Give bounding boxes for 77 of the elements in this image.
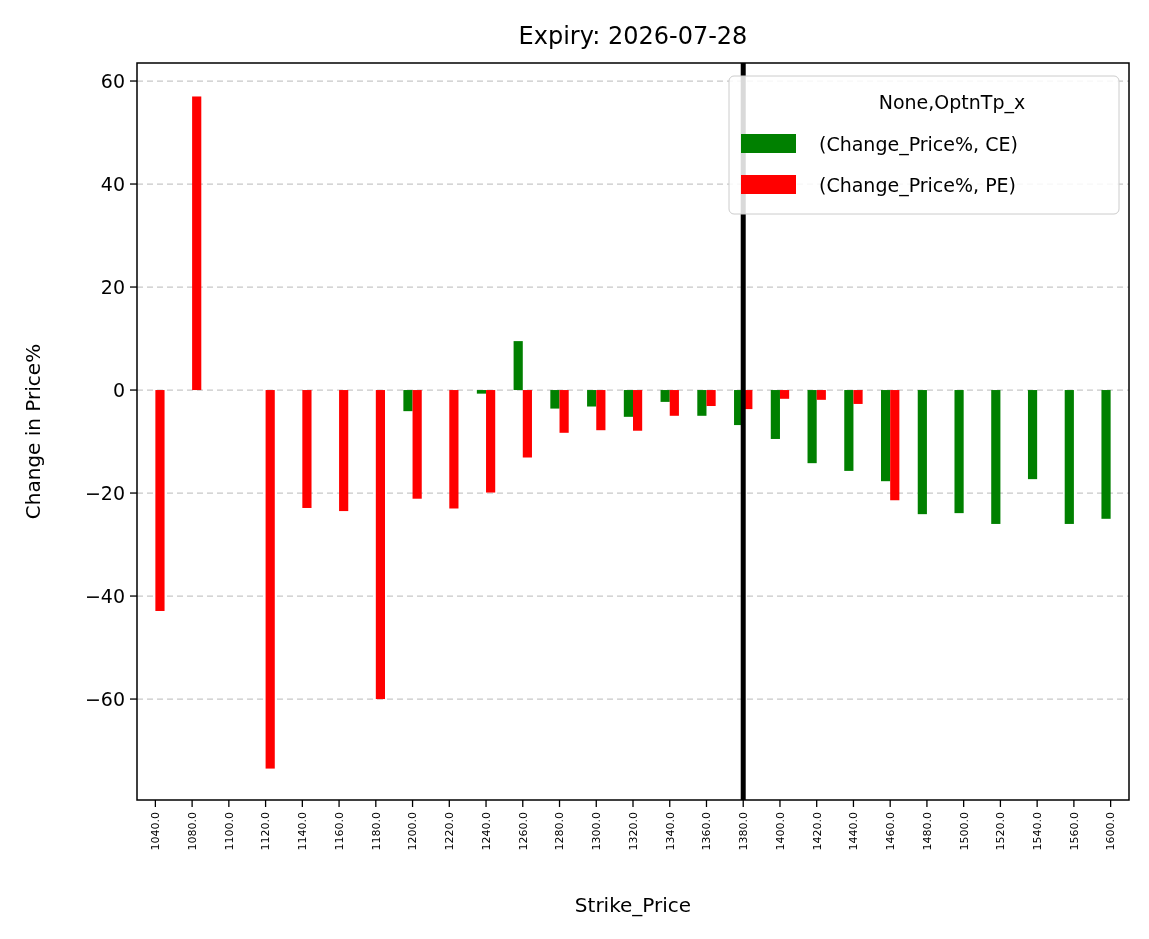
x-tick-label: 1140.0: [296, 812, 310, 851]
x-tick-label: 1220.0: [443, 812, 457, 851]
bar: [853, 390, 863, 404]
x-tick-label: 1520.0: [994, 812, 1008, 851]
bar: [660, 390, 670, 402]
bar: [522, 390, 532, 458]
bar: [302, 390, 312, 508]
bar: [706, 390, 716, 407]
x-tick-label: 1240.0: [479, 812, 493, 851]
x-tick-label: 1180.0: [369, 812, 383, 851]
bar: [770, 390, 780, 439]
y-tick-label: 20: [100, 275, 125, 298]
bar: [844, 390, 854, 471]
bar: [476, 390, 487, 394]
bar: [807, 390, 817, 464]
x-tick-label: 1420.0: [810, 812, 824, 851]
y-tick-label: 60: [100, 69, 125, 92]
legend-label: (Change_Price%, CE): [819, 132, 1018, 156]
y-tick-label: −40: [84, 584, 125, 607]
y-axis-title: Change in Price%: [21, 343, 45, 520]
x-axis-title: Strike_Price: [574, 893, 692, 917]
x-tick-label: 1200.0: [406, 812, 420, 851]
x-tick-label: 1480.0: [920, 812, 934, 851]
bar: [265, 390, 275, 769]
x-tick-label: 1260.0: [516, 812, 530, 851]
x-tick-label: 1360.0: [700, 812, 714, 851]
y-tick-label: −20: [84, 481, 125, 504]
bar: [623, 390, 633, 417]
x-tick-label: 1080.0: [185, 812, 199, 851]
bar: [1101, 390, 1111, 519]
x-tick-label: 1440.0: [847, 812, 861, 851]
bar: [559, 390, 569, 433]
bar: [954, 390, 964, 514]
bar: [917, 390, 927, 515]
bar: [1027, 390, 1038, 480]
x-tick-label: 1600.0: [1104, 812, 1118, 851]
x-tick-label: 1540.0: [1031, 812, 1044, 851]
bar: [192, 96, 202, 391]
bar: [633, 390, 643, 431]
x-tick-label: 1380.0: [737, 812, 751, 851]
bar: [339, 390, 349, 512]
bar: [881, 390, 891, 482]
x-tick-label: 1280.0: [553, 812, 567, 851]
bar: [697, 390, 707, 416]
bar: [991, 390, 1001, 524]
x-tick-label: 1560.0: [1067, 812, 1081, 851]
bar: [412, 390, 422, 499]
x-tick-label: 1300.0: [590, 812, 604, 851]
bar: [155, 390, 165, 611]
bar: [816, 390, 826, 400]
bar: [1064, 390, 1074, 524]
x-tick-label: 1120.0: [259, 812, 273, 851]
x-tick-label: 1340.0: [663, 812, 677, 851]
x-tick-label: 1500.0: [957, 812, 971, 851]
bar: [550, 390, 560, 409]
x-tick-label: 1040.0: [149, 812, 163, 851]
bar: [587, 390, 597, 407]
x-tick-label: 1100.0: [222, 812, 236, 851]
x-tick-label: 1160.0: [332, 812, 346, 851]
bar: [449, 390, 459, 509]
legend-label: (Change_Price%, PE): [819, 173, 1017, 197]
x-tick-label: 1320.0: [626, 812, 640, 851]
legend-title: None,OptnTp_x: [878, 91, 1026, 114]
bar: [513, 341, 523, 391]
y-tick-label: 40: [100, 172, 125, 195]
bar: [596, 390, 606, 431]
bar: [779, 390, 790, 399]
chart-title: Expiry: 2026-07-28: [518, 22, 748, 50]
y-tick-label: −60: [84, 687, 125, 710]
bar: [669, 390, 679, 416]
bar: [890, 390, 900, 501]
bar: [375, 390, 385, 700]
x-tick-label: 1460.0: [884, 812, 898, 851]
y-tick-label: 0: [112, 378, 125, 401]
bar: [486, 390, 496, 493]
bar: [403, 390, 413, 412]
x-tick-label: 1400.0: [773, 812, 787, 851]
